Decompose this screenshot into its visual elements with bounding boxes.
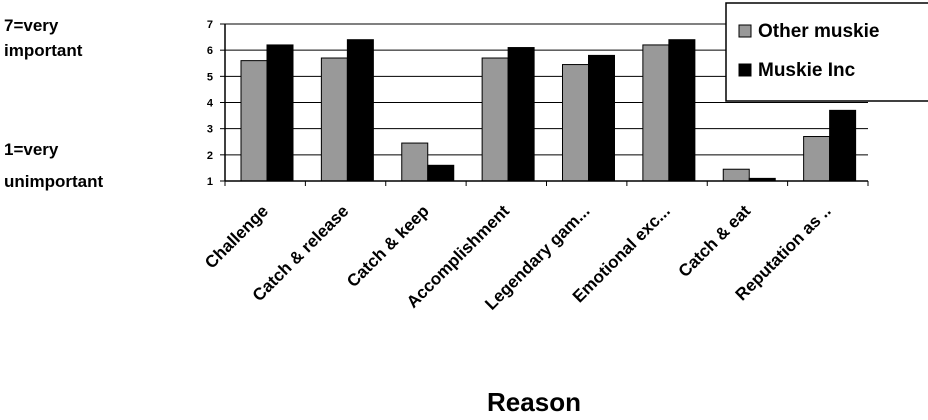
x-category-label: Catch & keep xyxy=(343,201,433,291)
bar-other-muskie xyxy=(562,64,589,182)
legend-label: Muskie Inc xyxy=(758,60,856,81)
bar-muskie-inc xyxy=(346,39,374,182)
legend-label: Other muskie xyxy=(758,21,879,42)
bar-muskie-inc xyxy=(507,47,535,182)
legend: Other muskie Muskie Inc xyxy=(725,2,928,102)
top-annotation-line-1: 7=very xyxy=(4,16,59,35)
bar-muskie-inc xyxy=(266,44,294,182)
bar-other-muskie xyxy=(642,44,670,182)
bar-other-muskie xyxy=(481,57,509,182)
y-tick-label: 6 xyxy=(207,45,213,57)
bar-other-muskie xyxy=(320,57,348,182)
y-axis-ticks: 1 2 3 4 5 6 7 xyxy=(207,19,225,188)
bar-muskie-inc xyxy=(588,54,615,182)
y-tick-label: 5 xyxy=(207,71,213,83)
legend-box xyxy=(725,2,928,102)
y-tick-label: 4 xyxy=(207,98,214,110)
y-tick-label: 2 xyxy=(207,150,213,162)
y-tick-label: 7 xyxy=(207,19,213,31)
y-tick-label: 1 xyxy=(207,176,213,188)
x-category-label: Catch & eat xyxy=(675,201,755,281)
side-annotations: 7=very important 1=very unimportant xyxy=(4,16,103,191)
bottom-annotation-line-2: unimportant xyxy=(4,172,103,191)
x-axis-title: Reason xyxy=(487,387,581,417)
legend-swatch xyxy=(738,24,752,38)
bar-muskie-inc xyxy=(829,109,857,182)
y-tick-label: 3 xyxy=(207,124,213,136)
axes xyxy=(224,24,869,186)
legend-swatch xyxy=(738,63,752,77)
x-category-label: Challenge xyxy=(201,201,272,272)
bottom-annotation-line-1: 1=very xyxy=(4,140,59,159)
bars xyxy=(240,39,857,182)
bar-other-muskie xyxy=(722,168,750,182)
bar-other-muskie xyxy=(803,136,831,182)
bar-other-muskie xyxy=(401,142,429,182)
bar-muskie-inc xyxy=(427,164,455,182)
bar-other-muskie xyxy=(240,60,268,182)
top-annotation-line-2: important xyxy=(4,41,83,60)
bar-muskie-inc xyxy=(668,39,696,182)
